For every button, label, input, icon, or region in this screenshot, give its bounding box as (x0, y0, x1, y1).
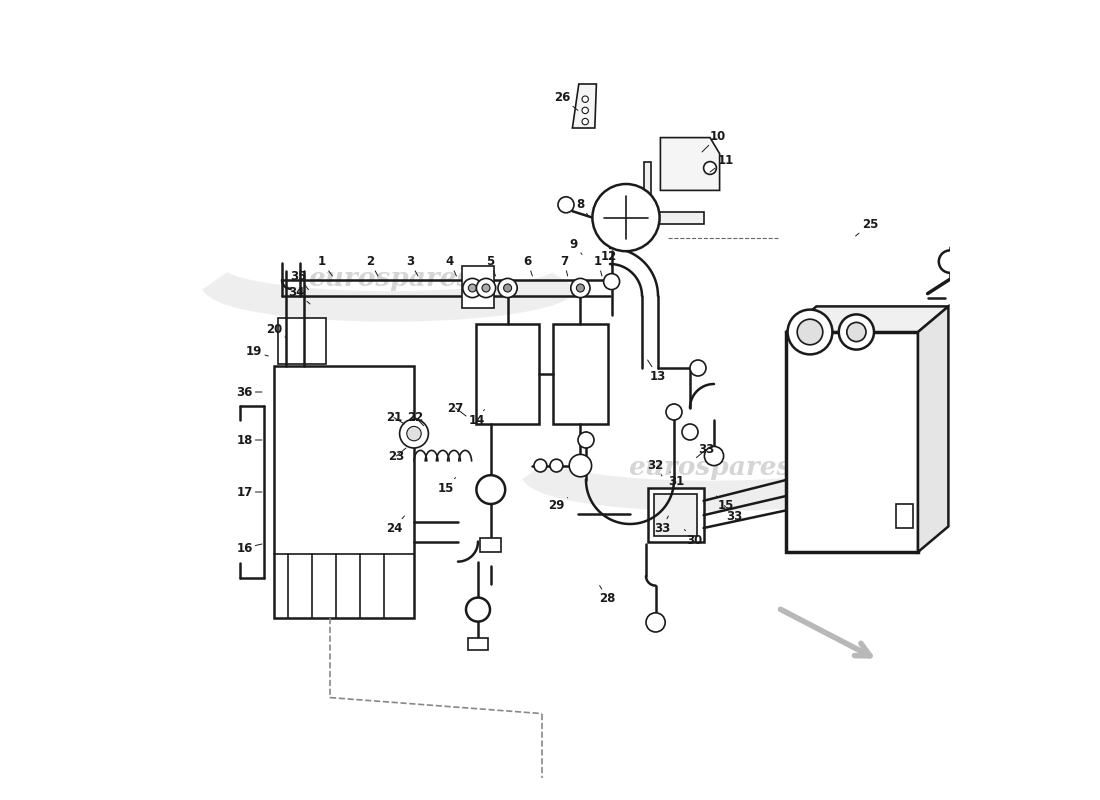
Text: 4: 4 (446, 255, 456, 276)
Text: 10: 10 (702, 130, 726, 152)
Circle shape (704, 446, 724, 466)
Circle shape (407, 426, 421, 441)
Circle shape (646, 613, 666, 632)
Text: eurospares: eurospares (308, 266, 472, 291)
Circle shape (534, 459, 547, 472)
Polygon shape (572, 84, 596, 128)
Text: 27: 27 (448, 402, 466, 416)
Circle shape (569, 454, 592, 477)
Text: 33: 33 (725, 506, 742, 522)
Text: 1: 1 (318, 255, 332, 276)
Circle shape (550, 459, 563, 472)
Circle shape (839, 314, 875, 350)
Text: 25: 25 (856, 218, 878, 236)
Text: 32: 32 (648, 459, 663, 476)
Text: 34: 34 (288, 286, 310, 304)
Circle shape (682, 424, 698, 440)
Circle shape (690, 360, 706, 376)
Text: 28: 28 (600, 586, 616, 605)
Text: 33: 33 (696, 443, 714, 458)
Text: 16: 16 (236, 542, 262, 554)
Text: 29: 29 (548, 498, 568, 512)
Polygon shape (660, 138, 719, 190)
Circle shape (571, 278, 590, 298)
Circle shape (399, 419, 428, 448)
Text: 36: 36 (236, 386, 262, 398)
Circle shape (463, 278, 482, 298)
Text: 14: 14 (469, 410, 485, 426)
Text: 13: 13 (648, 360, 667, 382)
Polygon shape (786, 306, 948, 332)
Bar (278, 318, 326, 364)
Text: 30: 30 (684, 530, 702, 546)
Text: eurospares: eurospares (628, 455, 792, 481)
Text: 19: 19 (245, 346, 268, 358)
Text: 11: 11 (710, 154, 734, 172)
Text: 6: 6 (524, 255, 532, 276)
Circle shape (469, 284, 476, 292)
Circle shape (476, 475, 505, 504)
Circle shape (466, 598, 490, 622)
Circle shape (938, 250, 961, 273)
Circle shape (504, 284, 512, 292)
Text: 3: 3 (406, 255, 418, 276)
Bar (786, 332, 918, 552)
Bar (462, 266, 494, 308)
Circle shape (582, 96, 588, 102)
Text: 18: 18 (236, 434, 262, 446)
Circle shape (576, 284, 584, 292)
Circle shape (476, 278, 496, 298)
Text: 5: 5 (486, 255, 496, 276)
Text: 22: 22 (407, 411, 424, 426)
Text: 8: 8 (576, 198, 588, 216)
Circle shape (582, 118, 588, 125)
Text: 35: 35 (289, 270, 308, 290)
Bar (481, 538, 502, 552)
Text: 9: 9 (570, 238, 582, 254)
Circle shape (798, 319, 823, 345)
Bar (469, 638, 487, 650)
Bar (553, 324, 607, 424)
Circle shape (558, 197, 574, 213)
Bar (476, 324, 539, 424)
Bar (274, 366, 414, 618)
Bar (895, 504, 913, 528)
Text: 12: 12 (601, 250, 616, 268)
Circle shape (704, 162, 716, 174)
Text: 31: 31 (669, 472, 684, 488)
Text: 20: 20 (266, 323, 286, 338)
Bar (654, 494, 697, 536)
Text: 23: 23 (388, 448, 406, 462)
Circle shape (666, 404, 682, 420)
Text: 15: 15 (716, 496, 734, 512)
Circle shape (482, 284, 490, 292)
Circle shape (582, 107, 588, 114)
Polygon shape (918, 306, 948, 552)
Text: 15: 15 (438, 478, 455, 494)
Circle shape (604, 274, 619, 290)
Text: 24: 24 (386, 516, 405, 534)
Text: 17: 17 (236, 486, 262, 498)
Circle shape (593, 184, 660, 251)
Bar (648, 488, 704, 542)
Polygon shape (645, 162, 704, 224)
Text: 1: 1 (594, 255, 602, 276)
Text: 2: 2 (366, 255, 378, 276)
Text: 26: 26 (553, 91, 578, 110)
Circle shape (498, 278, 517, 298)
Circle shape (578, 432, 594, 448)
Text: 33: 33 (653, 516, 670, 534)
Circle shape (847, 322, 866, 342)
Text: 21: 21 (386, 411, 405, 424)
Circle shape (788, 310, 833, 354)
Text: 7: 7 (560, 255, 569, 276)
